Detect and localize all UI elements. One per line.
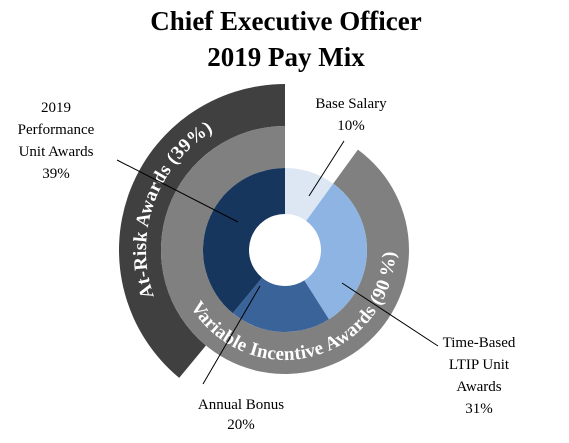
svg-text:2019: 2019: [41, 100, 71, 116]
leader-line-time-based-ltip: [341, 282, 439, 347]
svg-text:Unit Awards: Unit Awards: [19, 144, 94, 160]
svg-text:Awards: Awards: [456, 379, 501, 395]
chart-title-line-1: Chief Executive Officer: [150, 6, 421, 36]
middle-ring-group: [160, 126, 409, 374]
svg-text:LTIP Unit: LTIP Unit: [449, 357, 510, 373]
inner-slice-time-based-ltip: [304, 183, 367, 320]
chart-title-line-2: 2019 Pay Mix: [207, 42, 365, 72]
leader-line-base-salary: [308, 140, 345, 197]
slice-label-annual-bonus: Annual Bonus 20%: [198, 397, 284, 433]
leader-line-annual-bonus: [202, 285, 261, 385]
svg-text:20%: 20%: [227, 417, 255, 433]
slice-label-time-based-ltip: Time-Based LTIP Unit Awards 31%: [443, 335, 516, 417]
svg-text:Annual Bonus: Annual Bonus: [198, 397, 284, 413]
leader-line-performance-unit-awards: [116, 159, 239, 223]
svg-text:Base Salary: Base Salary: [315, 96, 387, 112]
outer-ring-group: [118, 84, 285, 378]
svg-text:39%: 39%: [42, 166, 70, 182]
inner-slice-performance-unit-awards: [203, 168, 285, 314]
inner-slice-base-salary: [285, 168, 334, 221]
slice-label-base-salary: Base Salary 10%: [315, 96, 387, 134]
inner-ring-group: [203, 168, 367, 332]
svg-text:10%: 10%: [337, 118, 365, 134]
slice-label-performance-unit-awards: 2019 Performance Unit Awards 39%: [18, 100, 95, 182]
svg-text:Performance: Performance: [18, 122, 95, 138]
outer-ring-segment-at-risk: [118, 84, 285, 378]
svg-text:31%: 31%: [465, 401, 493, 417]
middle-ring-segment-variable-incentive: [160, 126, 409, 374]
svg-text:Time-Based: Time-Based: [443, 335, 516, 351]
